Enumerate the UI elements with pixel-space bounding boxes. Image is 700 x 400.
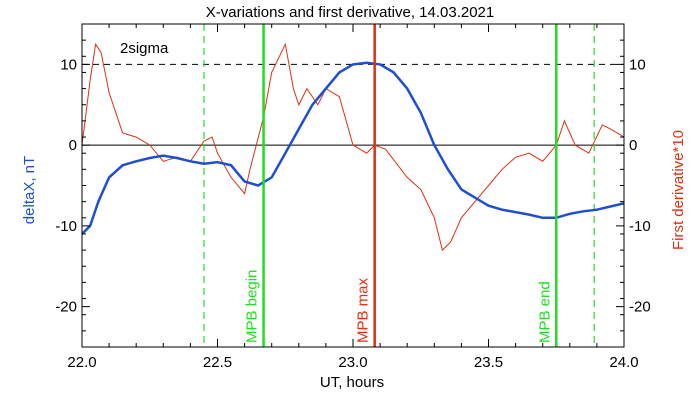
mpb-marker-label: MPB begin <box>244 270 261 343</box>
y-tick-label: 10 <box>60 56 77 73</box>
x-tick-label: 23.0 <box>338 354 367 371</box>
x-tick-label: 23.5 <box>474 354 503 371</box>
y-tick-label: 0 <box>69 137 77 154</box>
x-axis-ticks: 22.0 22.5 23.0 23.5 24.0 <box>67 24 639 371</box>
plot-area: MPB begin MPB max MPB end 22.0 22.5 23.0 23.5… <box>55 23 651 371</box>
mpb-markers: MPB begin MPB max MPB end <box>244 24 558 347</box>
y-right-tick-label: -10 <box>629 218 651 235</box>
derivative-series-line <box>81 42 625 252</box>
chart-title: X-variations and first derivative, 14.03… <box>206 4 495 21</box>
mpb-marker-label: MPB end <box>536 281 553 343</box>
x-tick-label: 22.0 <box>67 354 96 371</box>
deltax-series-line <box>81 61 625 235</box>
y-axis-right-ticks: -20 -10 0 10 <box>616 23 651 348</box>
x-axis-label: UT, hours <box>320 374 384 391</box>
sigma-label: 2sigma <box>120 40 169 57</box>
y-right-tick-label: 10 <box>629 56 646 73</box>
x-tick-label: 24.0 <box>609 354 638 371</box>
dashed-vertical-lines <box>203 24 595 347</box>
mpb-marker-label: MPB max <box>355 277 372 343</box>
y-tick-label: -10 <box>55 218 77 235</box>
y-right-tick-label: -20 <box>629 299 651 316</box>
x-tick-label: 22.5 <box>203 354 232 371</box>
y-axis-ticks: -20 -10 0 10 <box>55 23 90 348</box>
y-tick-label: -20 <box>55 299 77 316</box>
y-axis-right-label: First derivative*10 <box>670 130 687 250</box>
y-axis-label: deltaX, nT <box>21 156 38 224</box>
y-right-tick-label: 0 <box>629 137 637 154</box>
